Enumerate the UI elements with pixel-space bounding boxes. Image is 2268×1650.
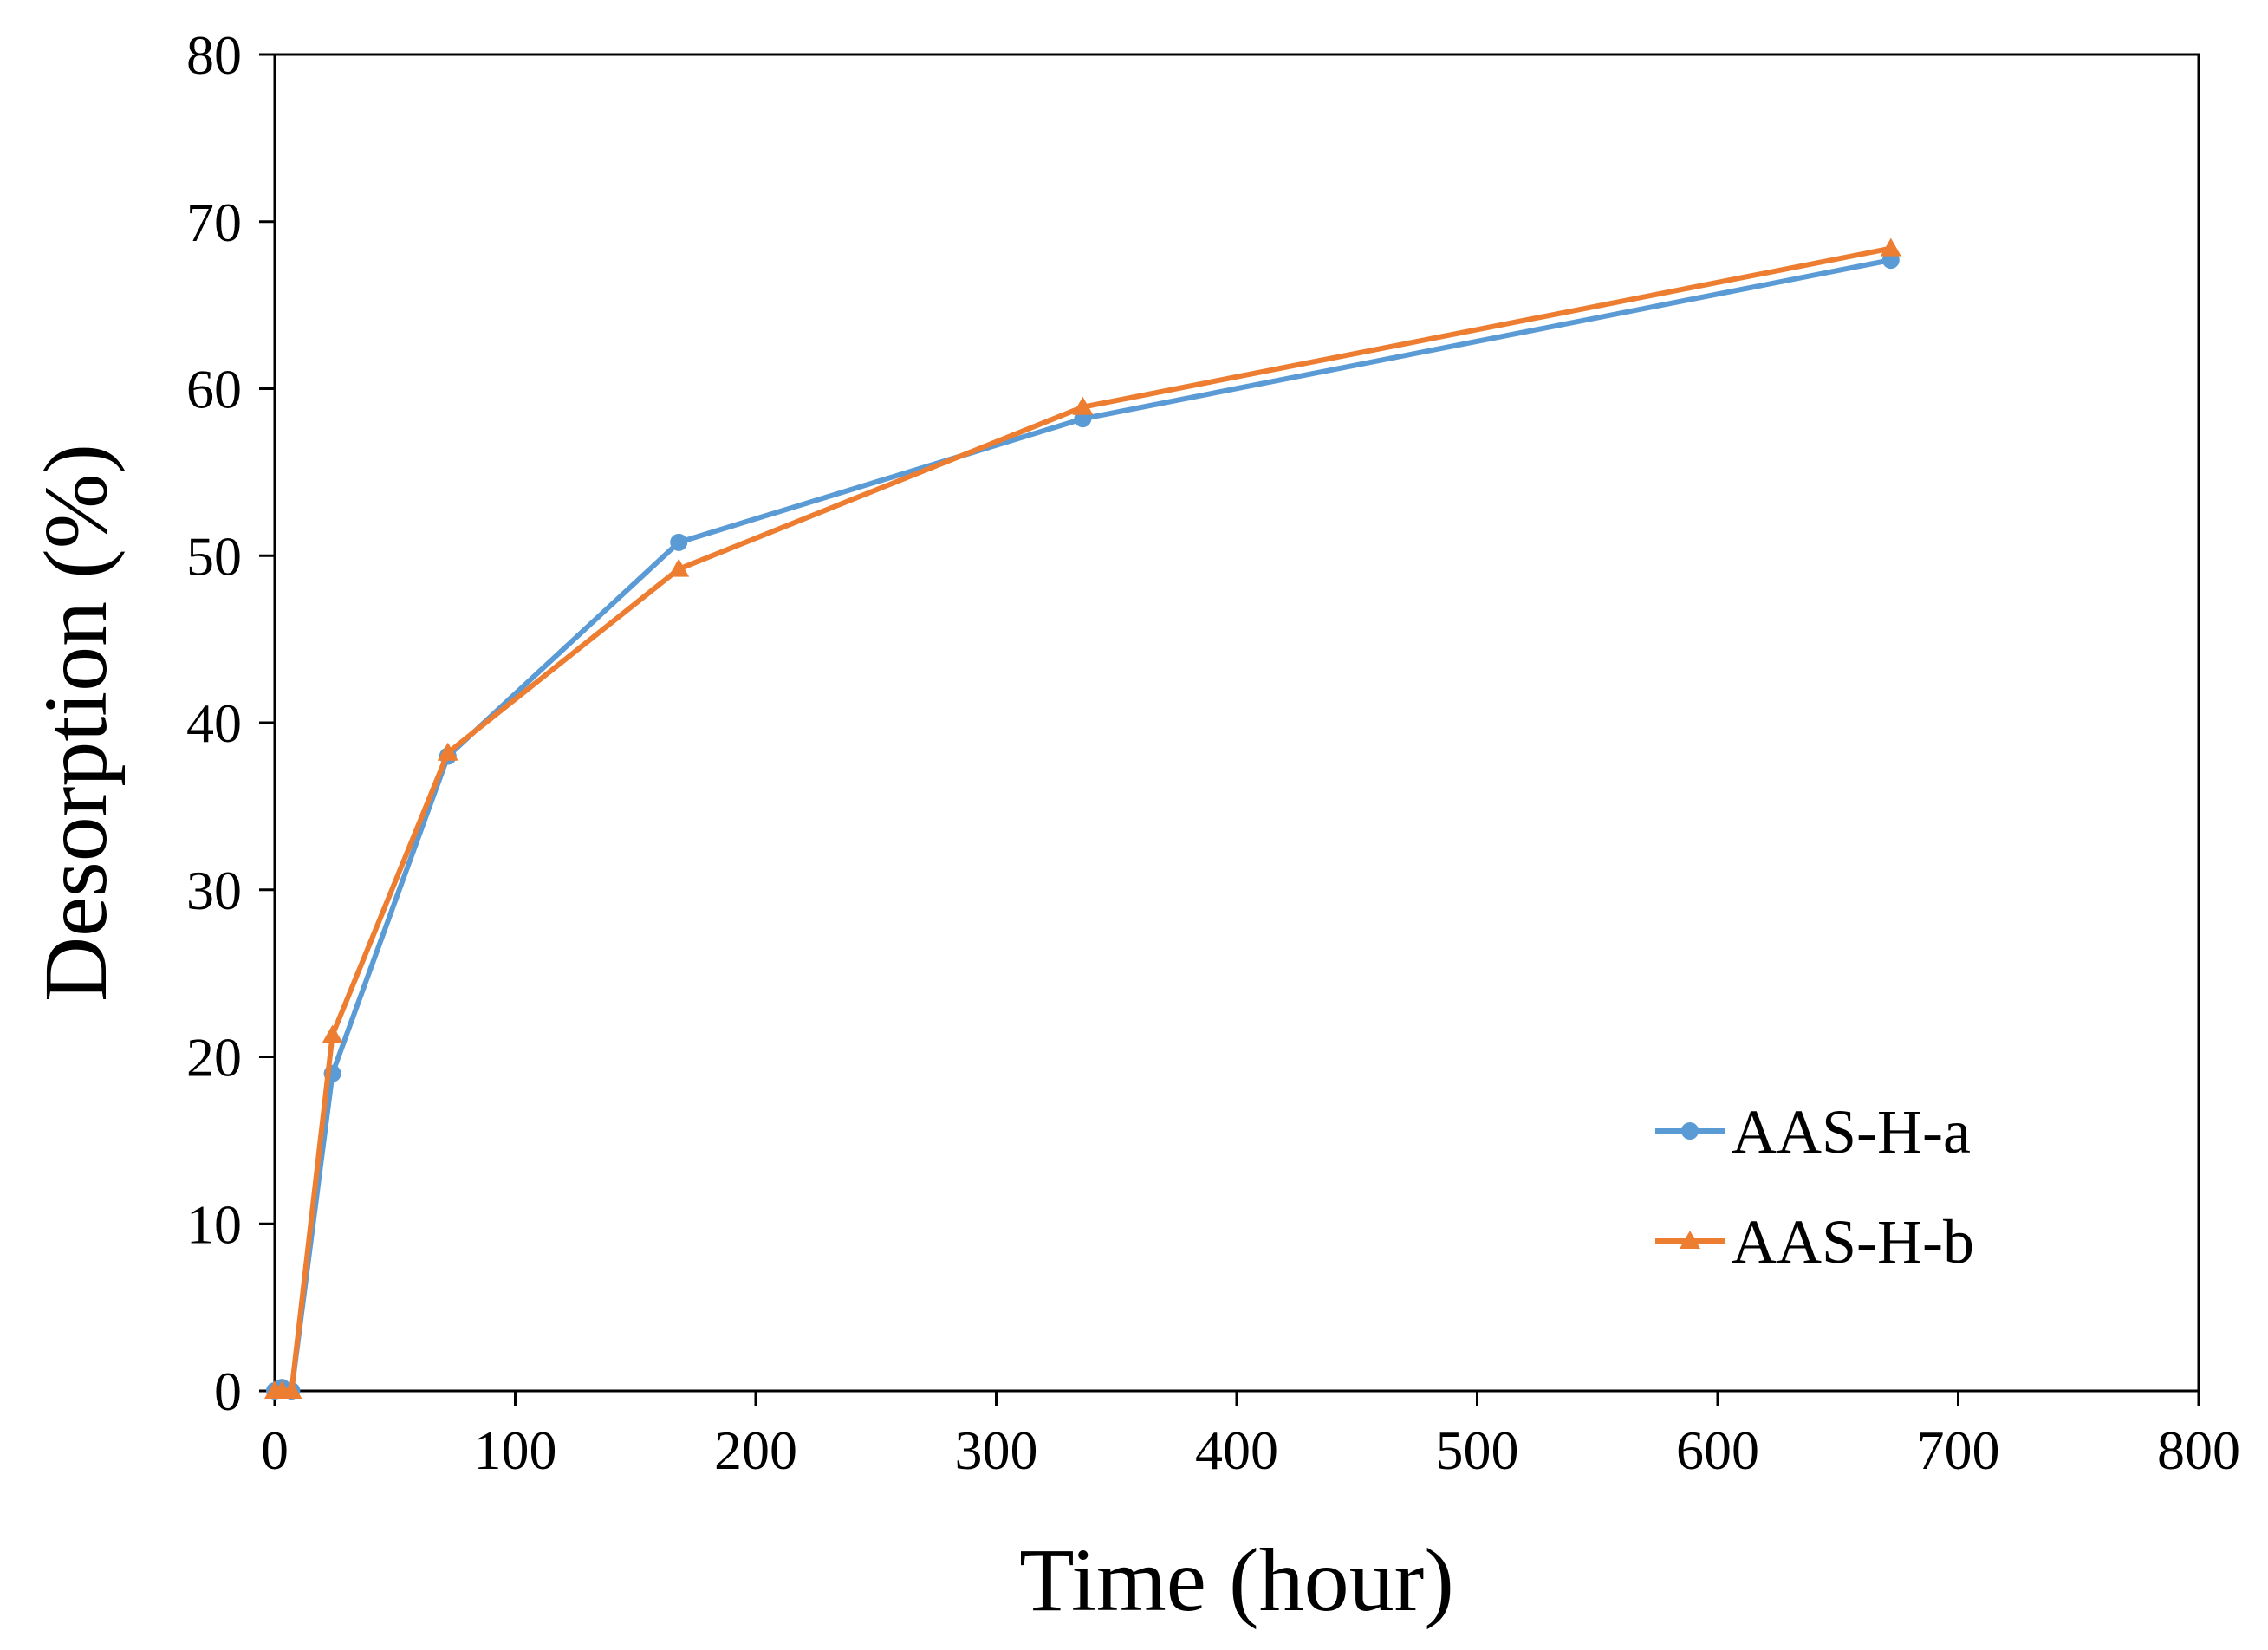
y-tick-label: 40 bbox=[186, 692, 242, 754]
x-tick-label: 400 bbox=[1195, 1419, 1278, 1481]
y-axis-title: Desorption (%) bbox=[26, 444, 126, 1002]
legend-item: AAS-H-a bbox=[1655, 1097, 1971, 1166]
series-aas-h-a bbox=[266, 251, 1900, 1400]
data-point bbox=[322, 1024, 343, 1043]
x-tick-label: 500 bbox=[1436, 1419, 1519, 1481]
series-aas-h-b bbox=[264, 237, 1901, 1399]
legend-item: AAS-H-b bbox=[1655, 1207, 1974, 1276]
data-point bbox=[1880, 237, 1901, 257]
legend-label: AAS-H-a bbox=[1732, 1097, 1971, 1166]
data-point bbox=[1072, 396, 1094, 415]
data-point bbox=[670, 533, 688, 551]
data-point bbox=[668, 558, 690, 577]
legend-swatch-marker bbox=[1680, 1231, 1700, 1249]
y-tick-label: 80 bbox=[186, 24, 242, 86]
y-tick-label: 70 bbox=[186, 192, 242, 253]
series-line bbox=[273, 257, 1892, 1393]
y-axis: 0 10 20 30 40 50 60 70 80 bbox=[186, 24, 275, 1422]
legend-swatch-marker bbox=[1681, 1122, 1699, 1140]
data-point bbox=[437, 742, 458, 761]
x-tick-label: 200 bbox=[714, 1419, 797, 1481]
y-tick-label: 20 bbox=[186, 1027, 242, 1088]
y-tick-label: 50 bbox=[186, 525, 242, 587]
legend-label: AAS-H-b bbox=[1732, 1207, 1974, 1276]
y-tick-label: 10 bbox=[186, 1193, 242, 1255]
plot-area bbox=[273, 53, 2200, 1393]
x-tick-label: 0 bbox=[261, 1419, 289, 1481]
x-tick-label: 700 bbox=[1917, 1419, 2000, 1481]
x-axis-title: Time (hour) bbox=[1019, 1530, 1454, 1630]
y-tick-label: 0 bbox=[214, 1361, 242, 1422]
data-point bbox=[281, 1380, 302, 1399]
x-axis: 0 100 200 300 400 500 600 700 800 bbox=[261, 1391, 2240, 1481]
y-tick-label: 60 bbox=[186, 359, 242, 420]
series-layer bbox=[264, 237, 1901, 1400]
x-tick-label: 100 bbox=[474, 1419, 557, 1481]
x-tick-label: 800 bbox=[2157, 1419, 2240, 1481]
x-tick-label: 600 bbox=[1676, 1419, 1759, 1481]
x-tick-label: 300 bbox=[955, 1419, 1038, 1481]
y-tick-label: 30 bbox=[186, 860, 242, 921]
legend: AAS-H-a AAS-H-b bbox=[1655, 1097, 1974, 1276]
